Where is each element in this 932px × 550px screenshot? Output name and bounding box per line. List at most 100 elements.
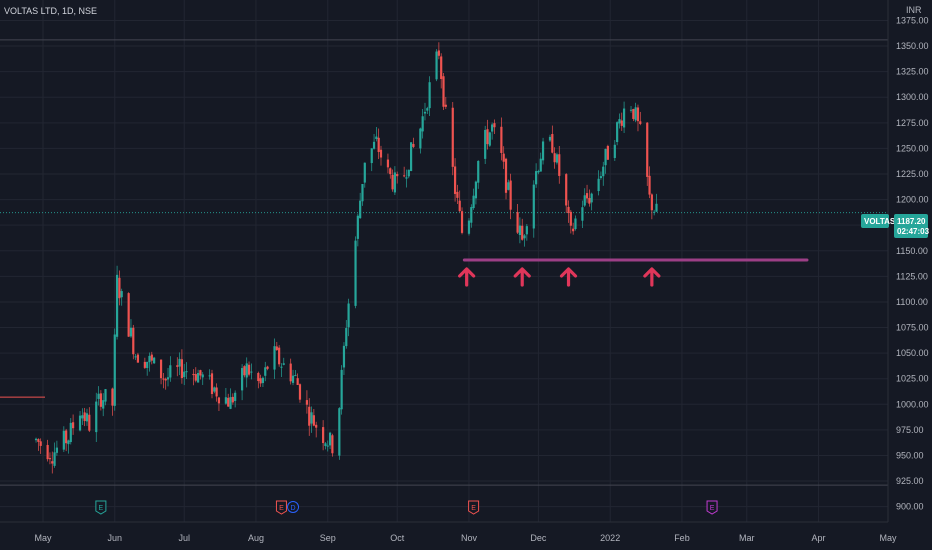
y-tick-label: 950.00 [896, 450, 924, 460]
candle-body-108 [386, 159, 390, 168]
candle-body-47 [185, 371, 188, 373]
candle-body-94 [340, 369, 343, 410]
candle-body-163 [565, 174, 568, 206]
candle-body-114 [405, 177, 408, 179]
candle-body-20 [99, 393, 102, 407]
candle-body-158 [548, 136, 552, 141]
candle-body-115 [407, 169, 410, 177]
candle-body-92 [331, 435, 334, 454]
y-tick-label: 1200.00 [896, 195, 929, 205]
candle-body-127 [444, 104, 447, 107]
y-tick-label: 1325.00 [896, 67, 929, 77]
candle-body-42 [169, 365, 172, 378]
candle-body-40 [164, 378, 167, 381]
candle-body-102 [363, 162, 366, 183]
candle-body-63 [240, 368, 244, 391]
up-arrow-icon [643, 267, 661, 287]
candle-body-183 [629, 109, 633, 111]
candle-body-7 [55, 447, 58, 453]
y-tick-label: 1125.00 [896, 271, 928, 281]
candle-body-153 [532, 184, 535, 229]
candle-body-29 [129, 327, 133, 337]
candle-body-142 [493, 123, 496, 128]
candle-body-105 [375, 136, 378, 139]
symbol-badge-label: VOLTAS [864, 217, 896, 226]
candle-body-13 [78, 415, 82, 431]
x-tick-label: Sep [320, 533, 336, 543]
candle-body-152 [525, 226, 528, 235]
candle-body-112 [396, 174, 399, 177]
candle-body-17 [88, 414, 91, 431]
dividend-marker[interactable]: D [287, 501, 300, 513]
candle-body-181 [620, 120, 623, 126]
candle-body-187 [639, 121, 642, 124]
earnings-marker[interactable]: E [95, 500, 107, 515]
event-label: E [279, 505, 284, 512]
candle-body-131 [458, 200, 461, 212]
event-label: E [471, 505, 476, 512]
candle-body-135 [472, 195, 475, 209]
candle-body-107 [379, 149, 383, 158]
candle-body-45 [180, 359, 184, 379]
candle-body-22 [104, 389, 107, 402]
up-arrow-icon [458, 267, 476, 287]
candle-body-133 [467, 220, 471, 234]
candle-body-171 [588, 198, 591, 204]
candle-body-65 [245, 363, 248, 378]
candle-body-106 [377, 137, 380, 152]
candle-body-41 [166, 377, 170, 380]
candle-body-59 [227, 397, 230, 407]
x-tick-label: Feb [674, 533, 690, 543]
candle-body-147 [509, 180, 512, 210]
candle-body-80 [294, 375, 297, 377]
candle-body-58 [224, 397, 227, 404]
countdown-label: 02:47:03 [897, 227, 930, 236]
price-axis[interactable]: 1375.00 1350.00 1325.00 1300.00 1275.00 1250.… [896, 15, 929, 511]
x-tick-label: 2022 [600, 533, 620, 543]
candle-body-143 [500, 126, 503, 153]
earnings-marker[interactable]: E [468, 500, 480, 515]
candle-body-167 [574, 218, 577, 230]
candle-body-86 [312, 415, 315, 426]
y-tick-label: 1150.00 [896, 246, 928, 256]
candle-body-103 [370, 148, 373, 164]
candle-body-71 [264, 367, 267, 376]
candle-body-157 [541, 141, 545, 161]
candle-body-96 [345, 328, 348, 347]
candle-body-77 [282, 363, 285, 365]
candle-body-148 [516, 212, 519, 233]
candle-body-161 [555, 154, 559, 163]
x-tick-label: May [34, 533, 52, 543]
grid-lines [0, 0, 889, 522]
x-tick-label: Dec [530, 533, 547, 543]
candle-body-27 [120, 291, 123, 298]
candle-body-93 [338, 408, 341, 456]
earnings-marker[interactable]: E [275, 500, 287, 515]
candle-body-170 [585, 193, 589, 199]
candle-body-126 [442, 76, 445, 107]
candle-body-110 [391, 174, 394, 190]
y-tick-label: 1075.00 [896, 323, 929, 333]
candle-body-97 [347, 303, 350, 328]
price-badge-bg [894, 214, 928, 238]
candle-body-118 [419, 128, 422, 149]
x-tick-label: May [879, 533, 897, 543]
event-label: E [710, 505, 715, 512]
time-axis[interactable]: May Jun Jul Aug Sep Oct Nov Dec 2022 Feb Mar Apr May [34, 533, 897, 543]
candle-body-74 [275, 346, 278, 351]
candle-body-11 [69, 422, 72, 443]
candles [34, 42, 658, 474]
candle-body-99 [356, 215, 359, 239]
candle-body-178 [613, 144, 616, 158]
candle-body-191 [653, 211, 656, 213]
candle-body-79 [291, 375, 295, 383]
event-label: D [290, 505, 295, 512]
candle-body-125 [440, 56, 443, 79]
candle-body-64 [243, 366, 246, 376]
candle-body-189 [648, 175, 651, 195]
x-tick-label: Nov [461, 533, 478, 543]
candle-body-129 [453, 166, 457, 194]
earnings-marker[interactable]: E [706, 500, 718, 515]
